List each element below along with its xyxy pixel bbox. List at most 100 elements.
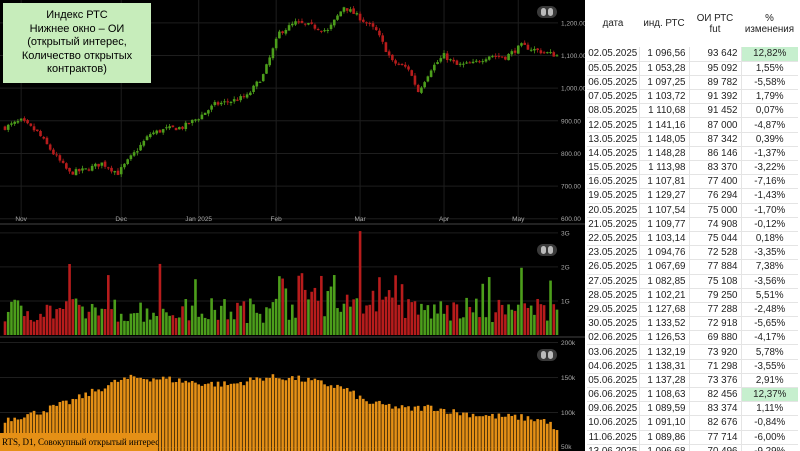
candle-body	[232, 99, 236, 102]
candle-body	[255, 81, 259, 87]
candle-body	[533, 48, 536, 51]
oi-bar	[349, 391, 352, 451]
oi-bar	[97, 389, 100, 451]
volume-bar	[184, 299, 188, 335]
cell-pct: -5,58%	[740, 75, 798, 91]
volume-bar	[42, 316, 46, 335]
volume-bar	[152, 312, 155, 335]
cell-pct: 0,07%	[740, 103, 798, 119]
candle-body	[148, 134, 152, 138]
oi-bar	[413, 406, 417, 451]
cell-index: 1 097,25	[638, 75, 689, 91]
cell-pct: -3,56%	[740, 274, 798, 289]
volume-bar	[190, 305, 194, 335]
candle-body	[197, 119, 200, 121]
volume-bar	[55, 309, 58, 335]
volume-bar	[303, 289, 307, 335]
oi-bar	[213, 386, 217, 451]
candle-body	[242, 96, 246, 98]
oi-bar	[555, 430, 559, 451]
price-pane-options-icon[interactable]	[537, 6, 557, 18]
cell-oi: 87 000	[688, 117, 741, 133]
volume-bar	[536, 298, 539, 335]
volume-bar	[552, 304, 556, 335]
candle-body	[68, 167, 71, 172]
cell-date: 03.06.2025	[587, 344, 639, 360]
candle-body	[35, 129, 39, 132]
oi-bar	[278, 378, 281, 451]
table-row: 30.05.2025 1 133,52 72 918 -5,65%	[587, 316, 798, 332]
candle-body	[90, 165, 94, 171]
price-x-tick-label: Dec	[115, 216, 127, 223]
cell-index: 1 126,53	[638, 330, 689, 346]
cell-index: 1 138,31	[638, 359, 689, 374]
candle-body	[426, 76, 430, 82]
volume-bar	[281, 278, 284, 335]
header-pct: % изменения	[741, 0, 798, 47]
candle-body	[471, 61, 475, 64]
cell-pct: -9,29%	[740, 444, 798, 451]
volume-bar	[87, 311, 91, 335]
oi-bar	[48, 405, 52, 451]
candle-body	[171, 125, 175, 128]
volume-bar	[207, 319, 210, 335]
table-row: 06.06.2025 1 108,63 82 456 12,37%	[587, 387, 798, 403]
cell-pct: 5,51%	[740, 288, 798, 303]
oi-bar	[458, 415, 462, 451]
volume-y-tick-label: 1G	[561, 298, 570, 305]
candle-body	[145, 136, 149, 141]
cell-pct: 1,79%	[740, 89, 798, 105]
volume-bar	[349, 306, 352, 335]
cell-oi: 77 884	[688, 259, 741, 275]
volume-bar	[465, 297, 468, 335]
volume-bar	[381, 299, 384, 335]
volume-bar	[126, 321, 129, 335]
cell-index: 1 094,76	[638, 245, 689, 261]
volume-bar	[403, 317, 407, 335]
volume-bar	[362, 313, 365, 335]
oi-pane-options-icon[interactable]	[537, 349, 557, 361]
volume-pane-options-icon[interactable]	[537, 244, 557, 256]
volume-bar	[294, 317, 297, 335]
cell-pct: -4,17%	[740, 330, 798, 346]
price-x-tick-label: Apr	[439, 216, 450, 223]
oi-bar	[326, 386, 330, 451]
volume-bar	[449, 320, 452, 335]
volume-bar	[216, 319, 220, 335]
table-row: 09.06.2025 1 089,59 83 374 1,11%	[587, 401, 798, 417]
volume-bar	[391, 297, 394, 335]
candle-body	[168, 126, 171, 129]
oi-bar	[152, 378, 155, 451]
cell-index: 1 107,81	[638, 174, 689, 190]
volume-bar	[145, 308, 149, 335]
oi-bar	[452, 409, 456, 451]
oi-bar	[68, 404, 71, 451]
cell-index: 1 091,10	[638, 415, 689, 431]
cell-pct: -1,43%	[740, 188, 798, 204]
cell-oi: 72 918	[688, 316, 741, 332]
volume-bar	[58, 307, 62, 335]
oi-bar	[468, 417, 472, 451]
volume-bar	[313, 287, 317, 335]
volume-bar	[116, 321, 120, 335]
candle-body	[465, 62, 468, 64]
price-x-tick-label: Jan 2025	[185, 216, 212, 223]
candle-body	[158, 130, 162, 133]
candle-body	[261, 74, 265, 82]
oi-bar	[171, 382, 175, 451]
candle-body	[184, 122, 188, 130]
volume-bar	[203, 317, 207, 335]
cell-date: 08.05.2025	[587, 103, 639, 119]
cell-index: 1 141,16	[638, 117, 689, 133]
oi-bar	[294, 380, 297, 451]
volume-bar	[423, 310, 426, 335]
cell-index: 1 103,14	[638, 231, 689, 247]
cell-index: 1 053,28	[638, 61, 689, 76]
volume-bar	[265, 307, 268, 335]
candle-body	[284, 30, 288, 34]
candle-body	[536, 48, 539, 50]
cell-date: 23.05.2025	[587, 245, 639, 261]
oi-bar	[265, 377, 268, 451]
volume-bar	[555, 309, 559, 335]
volume-bar	[29, 319, 33, 335]
